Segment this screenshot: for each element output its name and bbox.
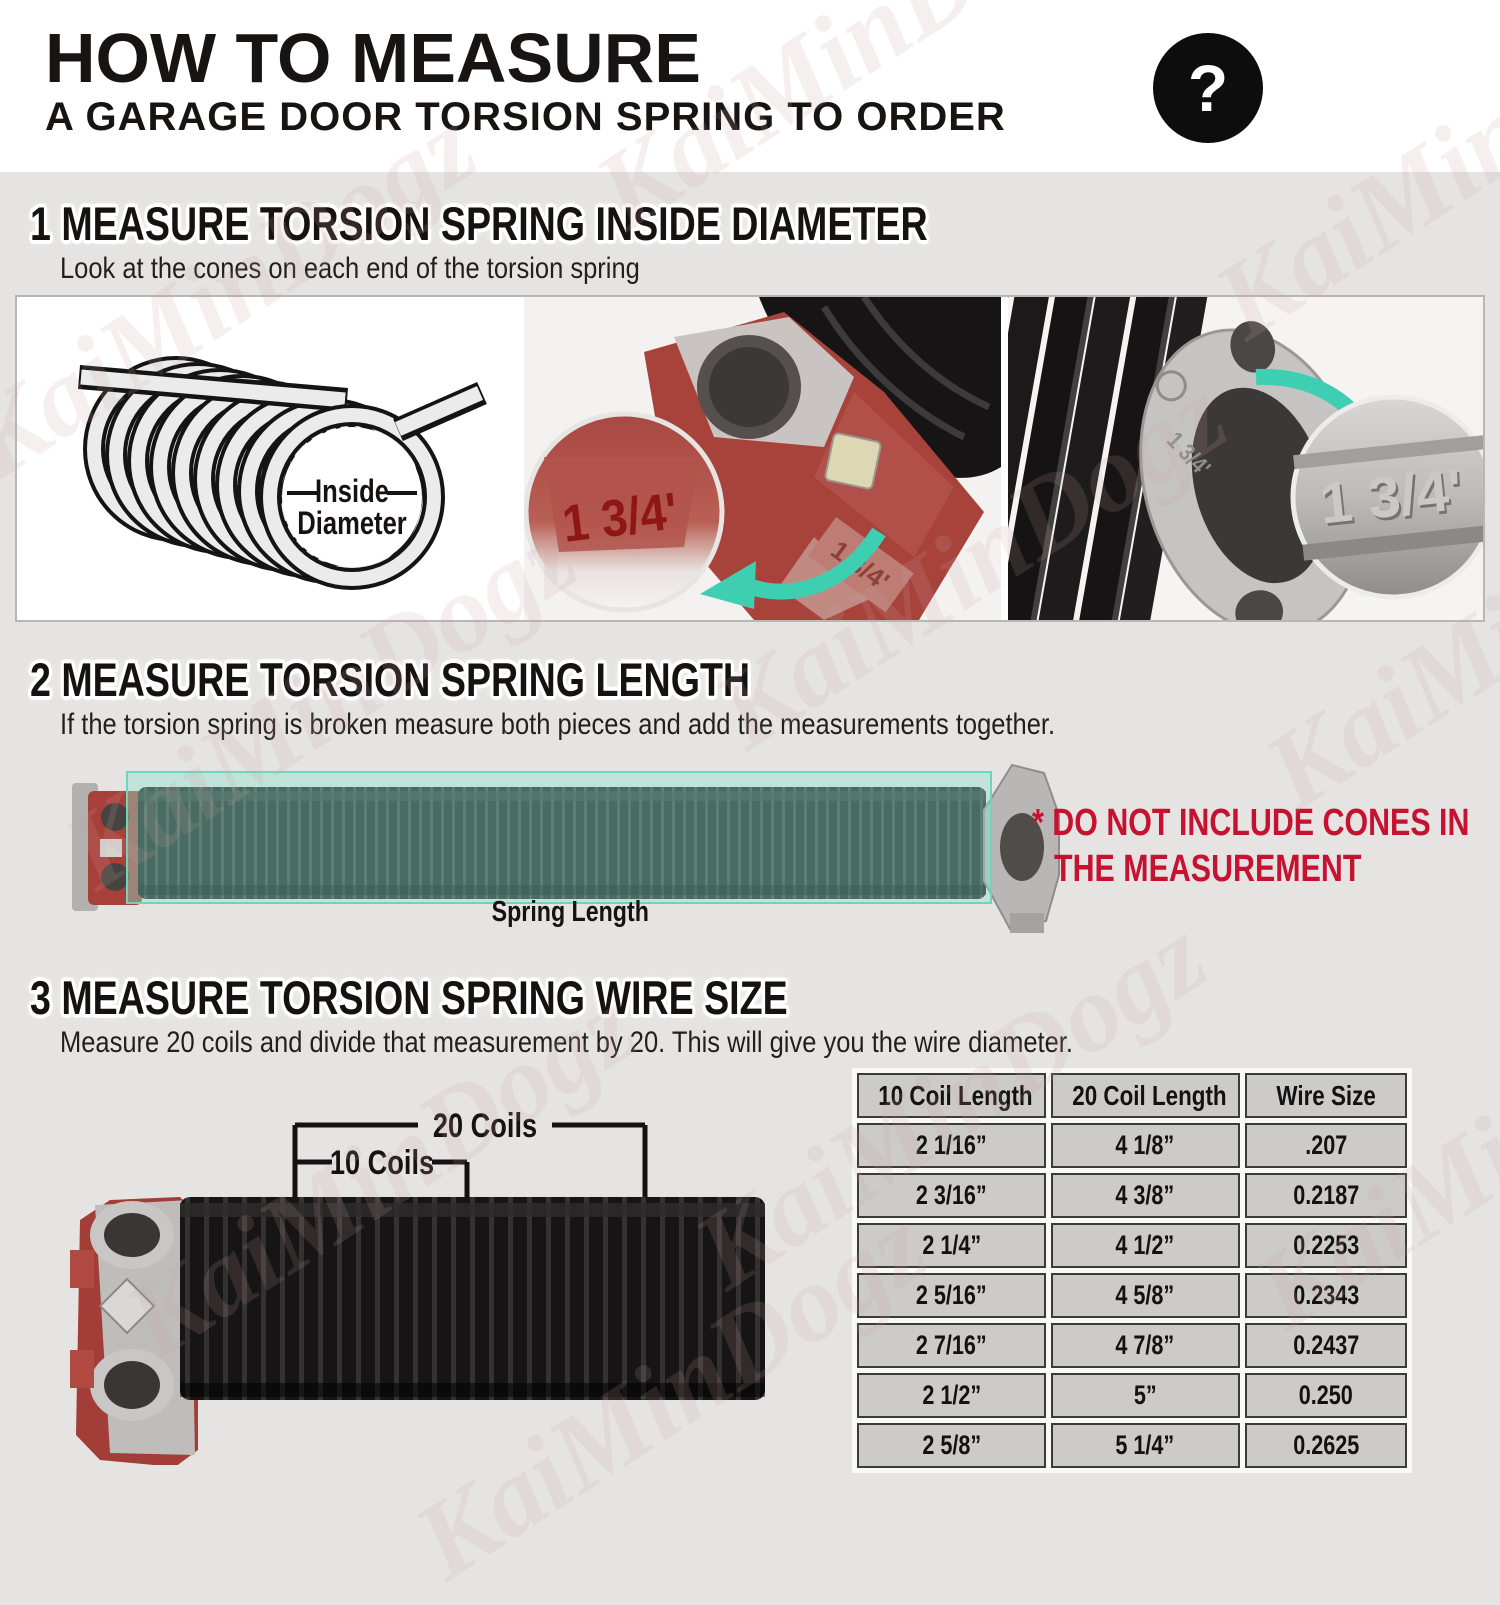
section-3-subtext: Measure 20 coils and divide that measure… [60,1026,1073,1059]
section-1-subtext: Look at the cones on each end of the tor… [60,252,640,285]
silver-flange-photo: 1 3/4' 1 3/4' 1 3/4' [918,234,1499,664]
table-cell: 0.250 [1244,1373,1407,1418]
section-2-subtext: If the torsion spring is broken measure … [60,708,1056,741]
spring-wire-end-left [77,365,349,412]
table-row: 2 1/4” 4 1/2” 0.2253 [857,1223,1407,1268]
table-row: 2 5/16” 4 5/8” 0.2343 [857,1273,1407,1318]
spring-coil-body [180,1197,765,1400]
table-cell: 2 7/16” [857,1323,1046,1368]
section-3-number: 3 [30,971,51,1024]
section-1-heading: 1 MEASURE TORSION SPRING INSIDE DIAMETER [30,196,1152,251]
table-cell: 4 7/8” [1050,1323,1240,1368]
table-cell: 0.2187 [1244,1173,1407,1218]
section-2-heading-text: MEASURE TORSION SPRING LENGTH [61,653,751,706]
table-cell: 2 5/8” [857,1423,1046,1468]
question-mark-icon: ? [1153,33,1263,143]
label-20-coils: 20 Coils [433,1106,537,1145]
table-header-cell: 10 Coil Length [857,1073,1046,1118]
inside-diameter-diagram: Inside Diameter [17,297,517,620]
left-cone [72,783,142,911]
spring-length-label: Spring Length [491,896,649,928]
table-cell: 2 3/16” [857,1173,1046,1218]
table-cell: 2 1/4” [857,1223,1046,1268]
set-screw [824,432,882,490]
right-cone [983,763,1060,933]
full-spring-illustration [72,763,1060,933]
table-cell: 2 1/16” [857,1123,1046,1168]
table-row: 2 1/16” 4 1/8” .207 [857,1123,1407,1168]
spring-coil-drawing: Inside Diameter [77,356,487,590]
flange-magnifier-marking-shadow: 1 3/4' [1319,460,1468,540]
table-row: 2 3/16” 4 3/8” 0.2187 [857,1173,1407,1218]
magnifier-circle: 1 3/4' 1 3/4' [1290,394,1499,600]
spring-wire-end-right [393,382,487,441]
table-cell: 4 5/8” [1050,1273,1240,1318]
table-cell: 0.2253 [1244,1223,1407,1268]
table-cell: 2 1/2” [857,1373,1046,1418]
section-1-number: 1 [30,197,51,250]
page-subtitle: A GARAGE DOOR TORSION SPRING TO ORDER [45,95,1006,139]
table-cell: 5” [1050,1373,1240,1418]
section-2-number: 2 [30,653,51,706]
table-cell: 4 3/8” [1050,1173,1240,1218]
section-1-heading-text: MEASURE TORSION SPRING INSIDE DIAMETER [61,197,928,250]
table-row: 2 7/16” 4 7/8” 0.2437 [857,1323,1407,1368]
table-row: 2 1/2” 5” 0.250 [857,1373,1407,1418]
table-cell: 0.2625 [1244,1423,1407,1468]
red-cone-photo: 1 3/4' 1 3/4' [523,295,1001,620]
silver-flange-illustration: 1 3/4' 1 3/4' 1 3/4' [918,234,1499,664]
wire-size-table: 10 Coil Length 20 Coil Length Wire Size … [852,1068,1412,1473]
spring-length-highlight [126,771,992,904]
set-screw [98,1277,156,1335]
cone-warning-note: * DO NOT INCLUDE CONES IN THE MEASUREMEN… [1032,802,1470,890]
table-cell: 4 1/8” [1050,1123,1240,1168]
section-2-heading: 2 MEASURE TORSION SPRING LENGTH [30,652,930,707]
spring-length-figure [60,755,1070,937]
coil-count-figure: 20 Coils 10 Coils [40,1055,800,1467]
table-cell: 2 5/16” [857,1273,1046,1318]
cast-logo-mark [1155,370,1187,402]
page-title: HOW TO MEASURE [45,19,701,97]
cone-magnifier-marking: 1 3/4' [559,482,680,553]
table-header-row: 10 Coil Length 20 Coil Length Wire Size [857,1073,1407,1118]
table-cell: .207 [1244,1123,1407,1168]
red-cone [70,1197,198,1467]
label-10-coils: 10 Coils [330,1143,434,1182]
section-3-heading: 3 MEASURE TORSION SPRING WIRE SIZE [30,970,977,1025]
table-header-cell: 20 Coil Length [1050,1073,1240,1118]
coil-brackets [292,1122,648,1197]
table-cell: 0.2343 [1244,1273,1407,1318]
inside-diameter-label-line1: Inside [315,474,389,509]
table-cell: 4 1/2” [1050,1223,1240,1268]
question-mark-glyph: ? [1187,51,1229,125]
table-header-cell: Wire Size [1244,1073,1407,1118]
spring-coil-body [138,787,986,899]
inside-diameter-label-line2: Diameter [297,506,407,541]
flange-magnifier-marking: 1 3/4' [1317,457,1466,537]
red-cone-illustration: 1 3/4' 1 3/4' [523,295,1001,620]
table-row: 2 5/8” 5 1/4” 0.2625 [857,1423,1407,1468]
magnifier-arrow-icon [700,527,886,609]
panel-divider [1001,297,1008,620]
section-3-heading-text: MEASURE TORSION SPRING WIRE SIZE [61,971,788,1024]
section-1-figure-strip: Inside Diameter [15,234,1499,664]
table-cell: 0.2437 [1244,1323,1407,1368]
coil-count-illustration: 20 Coils 10 Coils [70,1106,765,1467]
table-cell: 5 1/4” [1050,1423,1240,1468]
magnifier-circle: 1 3/4' [523,411,725,613]
panel-divider [517,297,524,620]
